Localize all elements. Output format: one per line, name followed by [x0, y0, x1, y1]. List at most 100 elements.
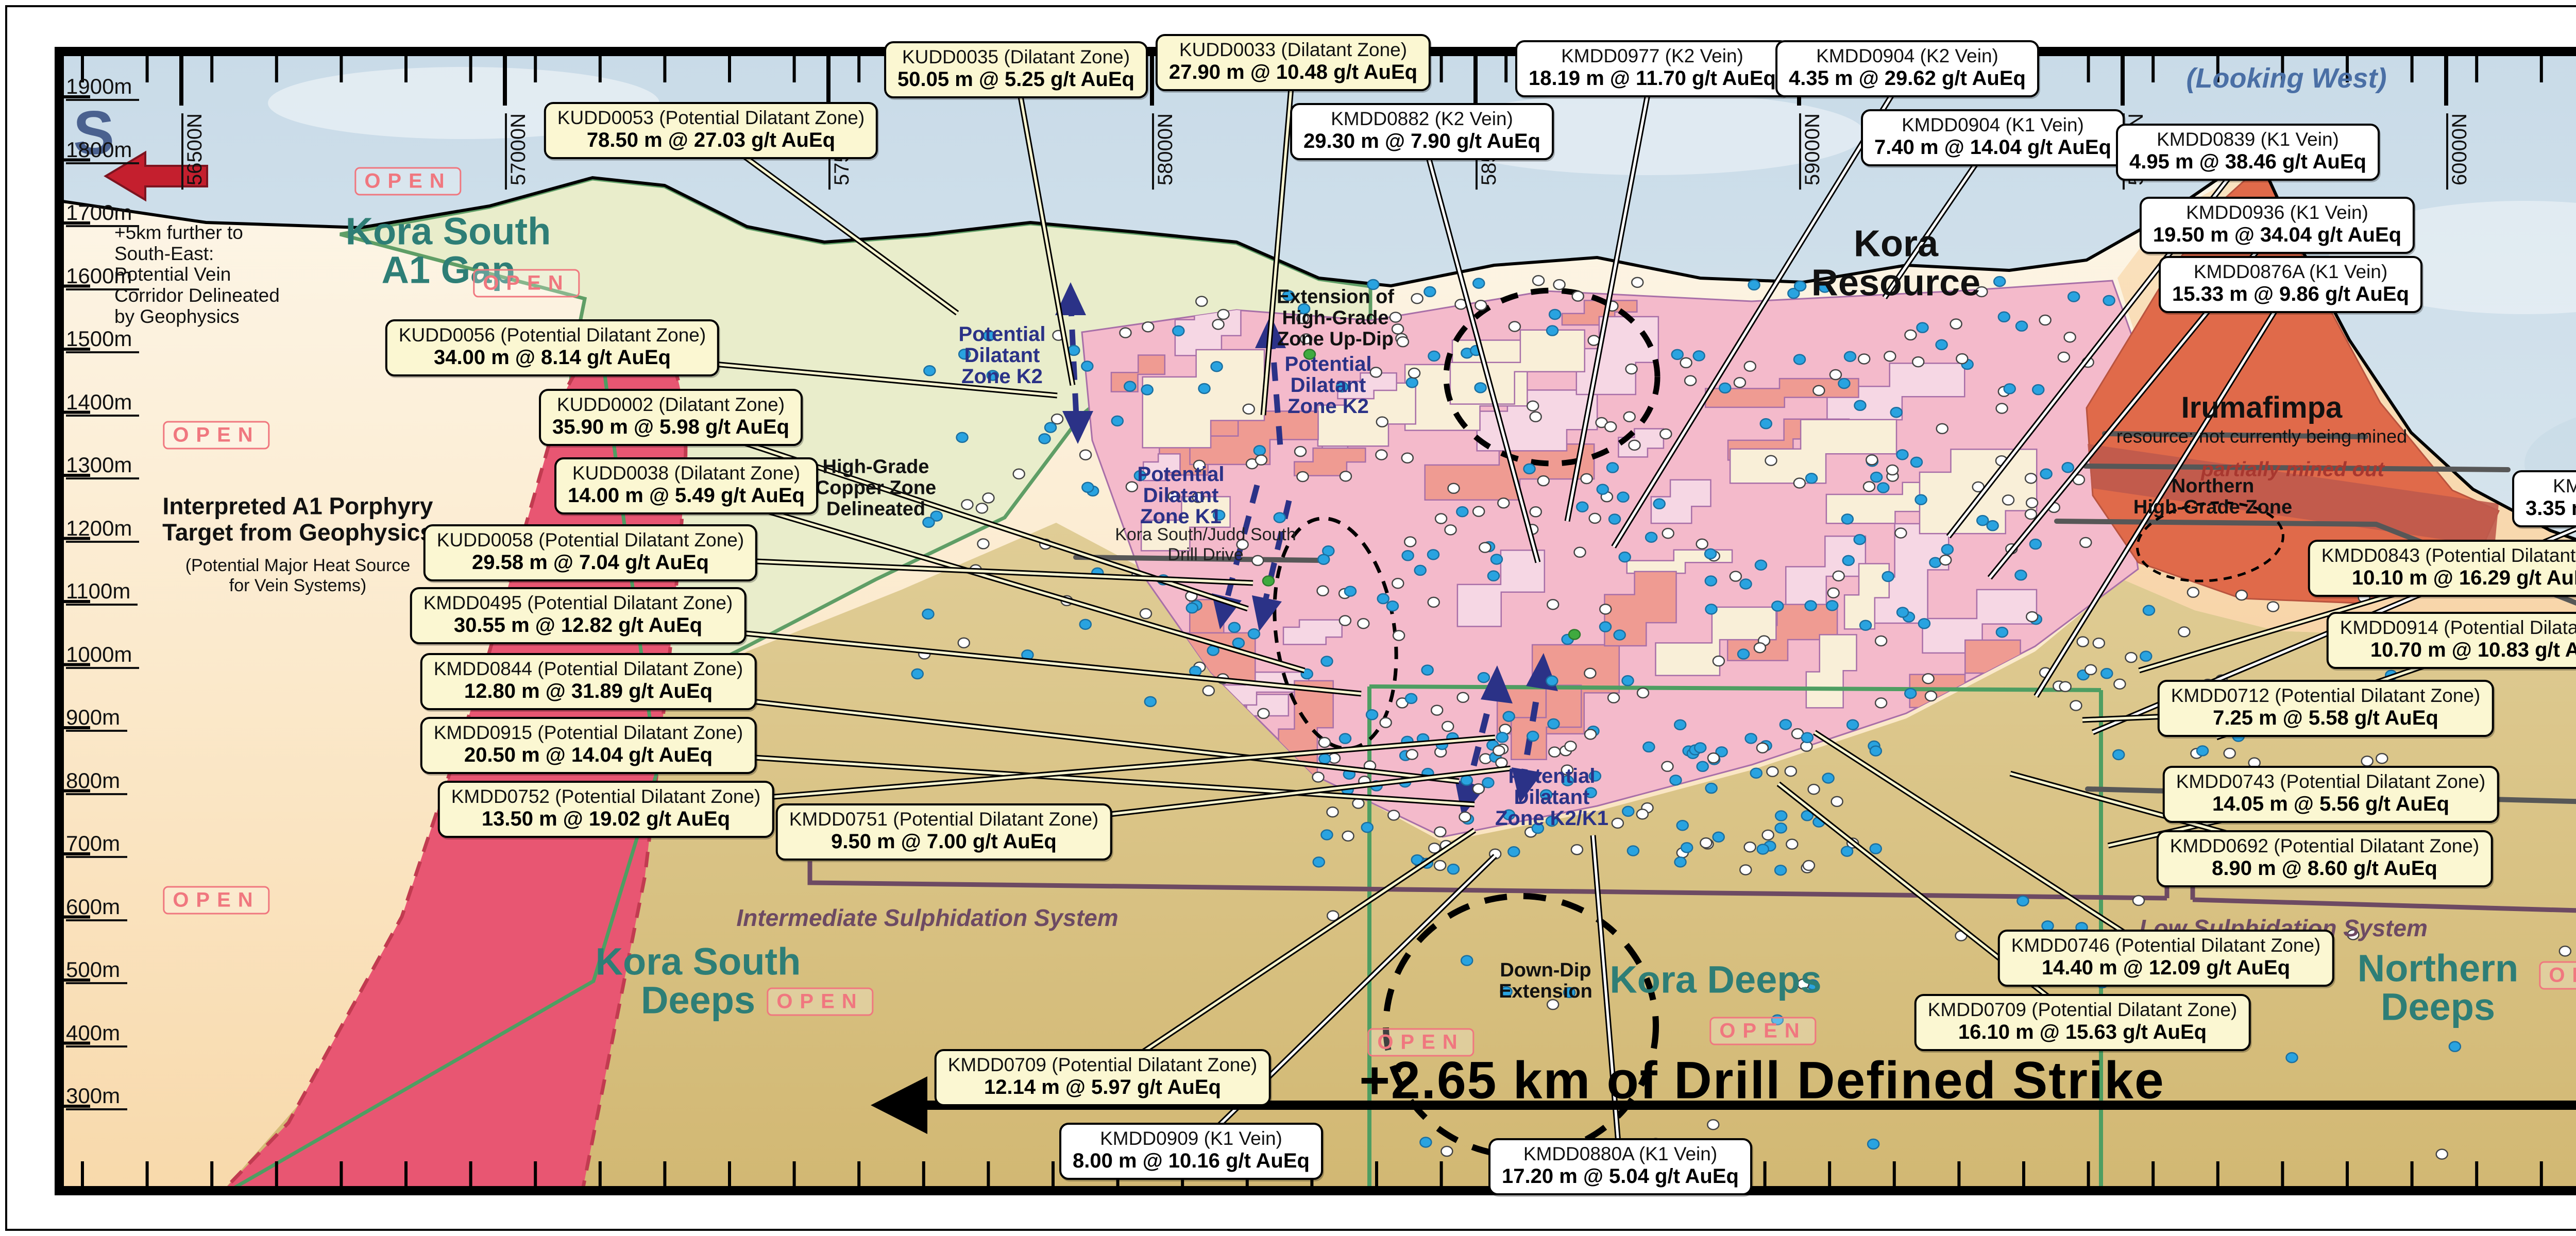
- pierce-point: [1918, 618, 1931, 629]
- callout-kmdd0876a: KMDD0876A (K1 Vein) 15.33 m @ 9.86 g/t Au…: [2159, 256, 2422, 314]
- pierce-point: [2132, 895, 2145, 906]
- pierce-point: [1617, 491, 1630, 503]
- pierce-point: [1316, 585, 1329, 596]
- pierce-point: [1886, 464, 1899, 476]
- pierce-point: [2140, 650, 2153, 662]
- pierce-point: [1282, 290, 1295, 301]
- pierce-point: [1236, 539, 1249, 551]
- resource-patch: [1873, 523, 1950, 624]
- pierce-point: [1375, 449, 1388, 460]
- pierce-point: [1894, 527, 1907, 539]
- pierce-point: [1753, 642, 1767, 654]
- pierce-point: [1317, 554, 1330, 565]
- resource-patch: [1650, 479, 1711, 524]
- callout-kmdd0746: KMDD0746 (Potential Dilatant Zone) 14.40 …: [1997, 930, 2334, 987]
- pierce-point: [1185, 602, 1199, 614]
- drillhole-intercept: 27.90 m @ 10.48 g/t AuEq: [1168, 61, 1418, 84]
- open-badge-2: OPEN: [163, 421, 270, 450]
- pierce-point: [1696, 538, 1708, 550]
- pierce-point: [1884, 350, 1896, 362]
- pierce-point: [2016, 895, 2029, 907]
- callout-kmdd0844: KMDD0844 (Potential Dilatant Zone) 12.80 …: [420, 653, 757, 711]
- south-direction-arrow: [104, 150, 208, 202]
- drillhole-intercept: 50.05 m @ 5.25 g/t AuEq: [897, 68, 1134, 91]
- pierce-point: [1596, 484, 1609, 495]
- pierce-point: [1599, 604, 1612, 615]
- pierce-point: [1389, 312, 1402, 323]
- pierce-point: [1645, 531, 1658, 543]
- pierce-point: [1680, 842, 1693, 853]
- pierce-point: [1606, 462, 1619, 473]
- pierce-point: [1198, 383, 1211, 394]
- elevation-label: 1100m: [66, 579, 138, 606]
- pierce-point: [1561, 764, 1574, 776]
- pierce-point: [1995, 403, 2008, 414]
- label-note-bold-14: Down-Dip Extension: [1499, 959, 1592, 1002]
- pierce-point: [2003, 383, 2016, 394]
- pierce-point: [1523, 463, 1536, 475]
- pierce-point: [1408, 367, 1421, 379]
- drillhole-intercept: 30.55 m @ 12.82 g/t AuEq: [453, 614, 703, 637]
- drillhole-label: KMDD0692 (Potential Dilatant Zone): [2170, 835, 2480, 856]
- drillhole-label: KMDD0880A (K1 Vein): [1523, 1143, 1718, 1164]
- pierce-point: [1774, 822, 1787, 834]
- callout-kmdd0909: KMDD0909 (K1 Vein) 8.00 m @ 10.16 g/t AuE…: [1059, 1123, 1323, 1180]
- pierce-point: [1386, 600, 1399, 612]
- pierce-point: [2142, 605, 2156, 616]
- pierce-point: [1693, 742, 1707, 753]
- pierce-point: [1831, 796, 1843, 808]
- label-sulph-19: Intermediate Sulphidation System: [736, 904, 1118, 931]
- pierce-point: [1232, 637, 1245, 649]
- pierce-point: [1361, 821, 1374, 833]
- pierce-point: [1866, 454, 1878, 466]
- pierce-point: [2076, 636, 2089, 647]
- pierce-point: [1119, 327, 1132, 338]
- drillhole-intercept: 10.10 m @ 16.29 g/t AuEq: [2351, 566, 2576, 590]
- pierce-point: [1526, 730, 1539, 742]
- pierce-point: [2376, 753, 2388, 764]
- pierce-point: [1671, 349, 1684, 360]
- pierce-point: [1929, 557, 1942, 569]
- northing-label: 60000N: [2446, 113, 2471, 190]
- pierce-point: [2057, 351, 2071, 363]
- pierce-point: [1257, 708, 1270, 719]
- pierce-point: [2067, 291, 2080, 302]
- callout-kmdd0692: KMDD0692 (Potential Dilatant Zone) 8.90 m…: [2156, 830, 2493, 888]
- pierce-point: [1825, 600, 1839, 611]
- drillhole-intercept: 35.90 m @ 5.98 g/t AuEq: [552, 416, 789, 439]
- pierce-point: [2361, 756, 2374, 767]
- open-badge-3: OPEN: [163, 886, 270, 915]
- pierce-point: [1502, 809, 1516, 820]
- elevation-label: 1000m: [66, 642, 140, 669]
- pierce-point: [1707, 1119, 1720, 1130]
- pierce-point: [1195, 296, 1208, 307]
- pierce-point: [1870, 471, 1883, 483]
- pierce-point: [1038, 433, 1051, 444]
- pierce-point: [1546, 599, 1560, 610]
- drillhole-intercept: 3.35 m @ 37.07 g/t AuEq: [2526, 497, 2576, 520]
- pierce-point: [1626, 845, 1640, 856]
- resource-patch: [1142, 453, 1181, 482]
- pierce-point: [1584, 787, 1597, 798]
- drillhole-intercept: 10.70 m @ 10.83 g/t AuEq: [2370, 639, 2576, 662]
- pierce-point: [1367, 279, 1380, 290]
- pierce-point: [1338, 615, 1352, 626]
- pierce-point: [1793, 280, 1807, 292]
- elevation-label: 1200m: [66, 516, 140, 543]
- pierce-point: [1434, 513, 1448, 524]
- drillhole-label: KUDD0035 (Dilatant Zone): [902, 46, 1130, 67]
- pierce-point: [1193, 459, 1206, 471]
- pierce-point: [1496, 732, 1509, 743]
- callout-kmdd0882: KMDD0882 (K2 Vein) 29.30 m @ 7.90 g/t AuE…: [1290, 103, 1554, 161]
- pierce-point: [1787, 287, 1800, 299]
- pierce-point: [1673, 719, 1687, 731]
- pierce-point: [2079, 537, 2092, 548]
- drillhole-intercept: 14.05 m @ 5.56 g/t AuEq: [2212, 793, 2449, 816]
- strike-banner: +2.65 km of Drill Defined Strike: [1359, 1051, 2165, 1110]
- callout-kmdd0752: KMDD0752 (Potential Dilatant Zone) 13.50 …: [437, 781, 774, 838]
- pierce-point: [1827, 587, 1840, 598]
- pierce-point: [1975, 286, 1988, 298]
- pierce-point: [1044, 422, 1057, 433]
- pierce-point: [1584, 667, 1597, 679]
- pierce-point: [1502, 711, 1515, 722]
